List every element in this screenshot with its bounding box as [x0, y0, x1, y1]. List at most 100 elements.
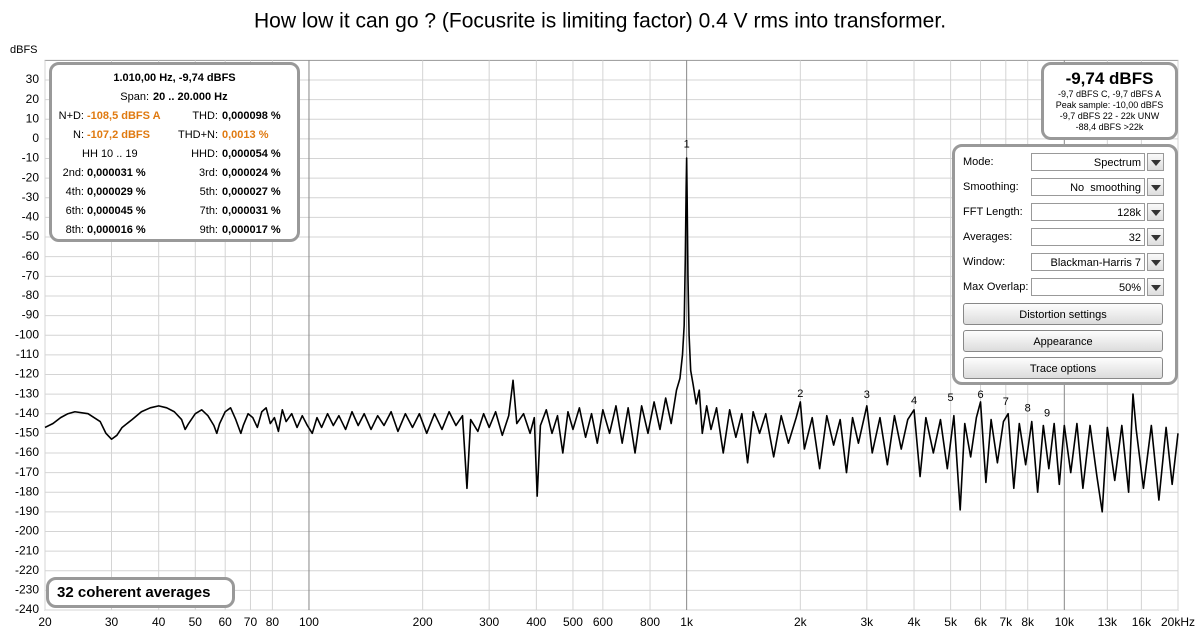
- harmonic-marker: 2: [797, 388, 803, 400]
- control-row: Smoothing: No smoothing: [963, 178, 1171, 198]
- info-value: 0,000054 %: [222, 148, 281, 160]
- dropdown-arrow[interactable]: [1147, 253, 1164, 271]
- info-label: 4th:: [65, 186, 84, 198]
- control-select[interactable]: 32: [1031, 228, 1145, 246]
- x-tick-label: 20kHz: [1161, 615, 1195, 629]
- control-select[interactable]: 128k: [1031, 203, 1145, 221]
- x-tick-label: 30: [105, 615, 119, 629]
- control-row: Window: Blackman-Harris 7: [963, 253, 1171, 273]
- x-tick-label: 800: [640, 615, 660, 629]
- y-tick-label: -180: [15, 484, 39, 498]
- y-tick-label: -150: [15, 426, 39, 440]
- y-tick-label: -90: [22, 308, 40, 322]
- info-label: THD:: [192, 110, 218, 122]
- x-tick-label: 60: [219, 615, 233, 629]
- level-line: -9,7 dBFS 22 - 22k UNW: [1059, 111, 1160, 121]
- button[interactable]: Trace options: [963, 357, 1163, 379]
- info-row: N: -107,2 dBFS THD+N: 0,0013 %: [52, 127, 297, 143]
- y-tick-label: -50: [22, 229, 40, 243]
- info-value: 0,000027 %: [222, 186, 281, 198]
- dropdown-arrow[interactable]: [1147, 203, 1164, 221]
- harmonic-marker: 4: [911, 395, 917, 407]
- y-tick-label: -70: [22, 268, 40, 282]
- y-tick-label: -190: [15, 504, 39, 518]
- info-value: 0,000017 %: [222, 224, 281, 236]
- x-tick-label: 10k: [1055, 615, 1075, 629]
- level-line: -9,7 dBFS C, -9,7 dBFS A: [1057, 89, 1162, 99]
- x-tick-label: 50: [189, 615, 203, 629]
- harmonic-marker: 1: [684, 139, 690, 151]
- info-value: 0,000031 %: [222, 205, 281, 217]
- chart-title: How low it can go ? (Focusrite is limiti…: [254, 10, 946, 33]
- control-select[interactable]: No smoothing: [1031, 178, 1145, 196]
- info-value: 20 .. 20.000 Hz: [153, 91, 228, 103]
- control-label: Mode:: [963, 156, 994, 168]
- control-label: FFT Length:: [963, 206, 1023, 218]
- info-value: 0,000029 %: [87, 186, 146, 198]
- x-tick-label: 16k: [1132, 615, 1152, 629]
- button[interactable]: Distortion settings: [963, 303, 1163, 325]
- x-tick-label: 400: [526, 615, 546, 629]
- dropdown-arrow[interactable]: [1147, 228, 1164, 246]
- y-tick-label: -240: [15, 602, 39, 616]
- controls-panel: Mode: Spectrum Smoothing: No smoothing FFT…: [952, 144, 1178, 385]
- y-tick-label: -110: [16, 347, 39, 361]
- x-tick-label: 7k: [999, 615, 1013, 629]
- info-label: HH 10 .. 19: [82, 148, 138, 160]
- info-value: 0,000024 %: [222, 167, 281, 179]
- button[interactable]: Appearance: [963, 330, 1163, 352]
- info-value: 0,000098 %: [222, 110, 281, 122]
- x-tick-label: 4k: [908, 615, 922, 629]
- x-tick-label: 20: [38, 615, 52, 629]
- y-tick-label: 30: [26, 72, 40, 86]
- y-tick-label: -120: [15, 367, 39, 381]
- y-tick-label: -60: [22, 249, 40, 263]
- dropdown-arrow[interactable]: [1147, 153, 1164, 171]
- level-panel: -9,74 dBFS -9,7 dBFS C, -9,7 dBFS A Peak…: [1041, 62, 1178, 140]
- x-tick-label: 500: [563, 615, 583, 629]
- control-select[interactable]: 50%: [1031, 278, 1145, 296]
- control-select[interactable]: Blackman-Harris 7: [1031, 253, 1145, 271]
- control-select[interactable]: Spectrum: [1031, 153, 1145, 171]
- dropdown-arrow[interactable]: [1147, 278, 1164, 296]
- info-span: Span: 20 .. 20.000 Hz: [52, 89, 297, 105]
- info-row: HH 10 .. 19 HHD: 0,000054 %: [52, 146, 297, 162]
- y-tick-label: 0: [32, 131, 39, 145]
- info-value: 0,000045 %: [87, 205, 146, 217]
- harmonic-marker: 3: [864, 389, 870, 401]
- dropdown-arrow[interactable]: [1147, 178, 1164, 196]
- control-label: Averages:: [963, 231, 1013, 243]
- info-label: 8th:: [65, 224, 84, 236]
- y-axis-label: dBFS: [10, 44, 38, 56]
- y-tick-label: -10: [22, 151, 40, 165]
- level-value: -9,74 dBFS: [1065, 69, 1154, 88]
- info-panel: 1.010,00 Hz, -9,74 dBFS Span: 20 .. 20.0…: [49, 62, 300, 242]
- info-header: 1.010,00 Hz, -9,74 dBFS: [113, 72, 236, 84]
- y-tick-label: -130: [15, 386, 39, 400]
- harmonic-marker: 5: [948, 392, 954, 404]
- y-tick-label: -100: [15, 327, 39, 341]
- info-label: 3rd:: [199, 167, 218, 179]
- harmonic-marker: 9: [1044, 408, 1050, 420]
- y-tick-label: -20: [22, 170, 40, 184]
- level-line: -88,4 dBFS >22k: [1075, 122, 1144, 132]
- info-value: 0,0013 %: [222, 129, 269, 141]
- info-label: 5th:: [199, 186, 218, 198]
- info-row: 8th: 0,000016 % 9th: 0,000017 %: [52, 222, 297, 238]
- y-tick-label: -200: [15, 524, 39, 538]
- harmonic-marker: 6: [977, 389, 983, 401]
- x-tick-label: 70: [244, 615, 258, 629]
- spectrum-trace: [44, 157, 1179, 513]
- info-value: 0,000016 %: [87, 224, 146, 236]
- x-tick-label: 8k: [1021, 615, 1035, 629]
- info-row: 6th: 0,000045 % 7th: 0,000031 %: [52, 203, 297, 219]
- info-value: -107,2 dBFS: [87, 129, 150, 141]
- info-label: 2nd:: [62, 167, 84, 179]
- control-row: Averages: 32: [963, 228, 1171, 248]
- harmonic-marker: 7: [1003, 396, 1009, 408]
- control-label: Smoothing:: [963, 181, 1019, 193]
- x-tick-label: 3k: [860, 615, 874, 629]
- control-label: Max Overlap:: [963, 281, 1029, 293]
- info-label: N:: [73, 129, 84, 141]
